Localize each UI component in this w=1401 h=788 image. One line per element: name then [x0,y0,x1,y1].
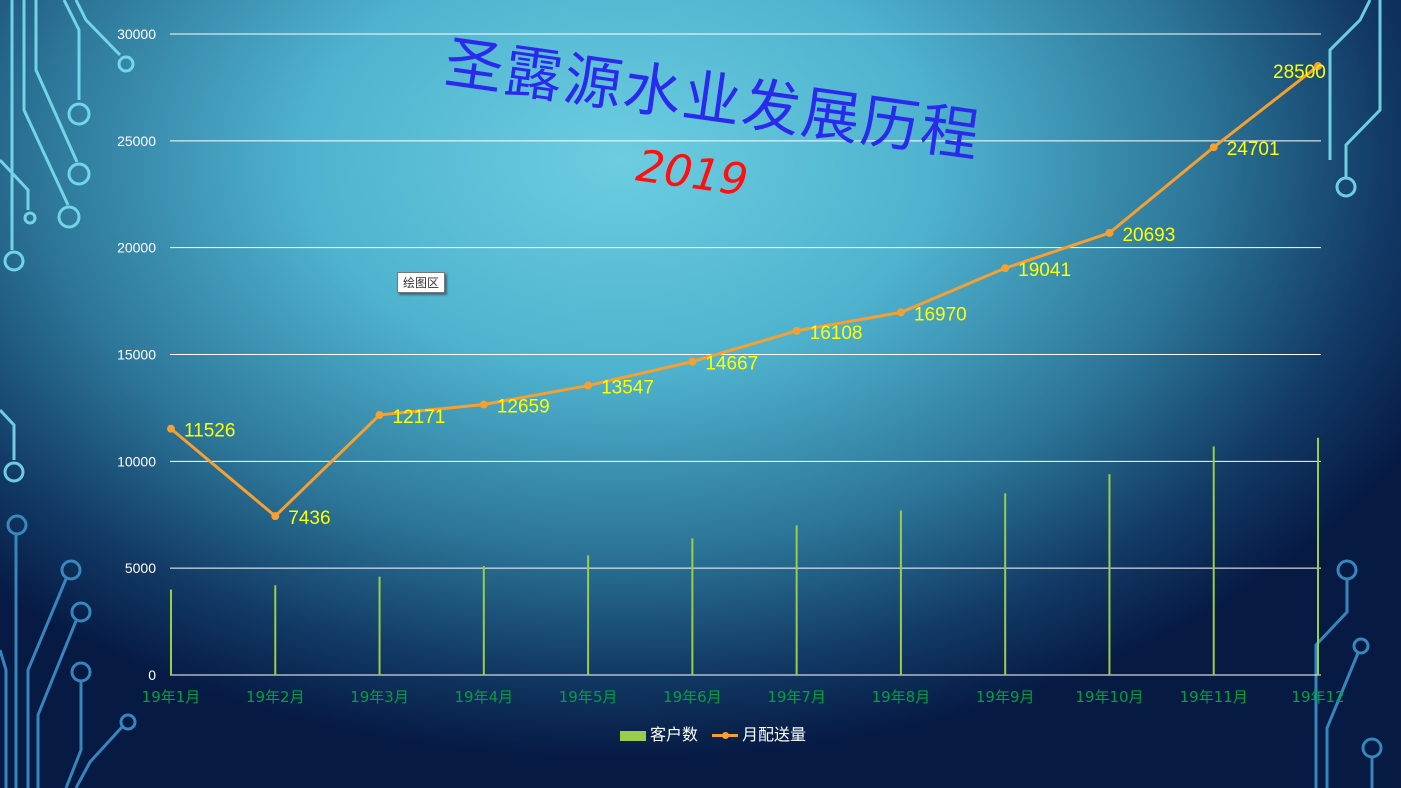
x-tick-label: 19年3月 [350,688,409,706]
y-tick-label: 25000 [117,133,156,149]
x-tick-label: 19年9月 [976,688,1035,706]
data-label: 24701 [1227,139,1280,160]
line-point [479,400,488,409]
bar [1004,493,1007,675]
x-tick-label: 19年2月 [246,688,305,706]
line-point [688,357,697,366]
line-point [167,424,175,433]
y-tick-label: 20000 [117,240,156,256]
bar [170,589,172,675]
legend-item-bar[interactable]: 客户数 [620,721,698,745]
y-tick-label: 30000 [117,26,156,42]
y-tick-label: 10000 [117,453,156,469]
line-point [1314,62,1322,71]
bar [691,538,694,675]
bar [899,510,902,675]
data-label: 12659 [497,397,550,418]
x-tick-label: 19年1月 [142,688,201,706]
line-point [584,381,593,390]
chart-legend[interactable]: 客户数 月配送量 [620,721,806,745]
y-tick-label: 0 [148,667,156,683]
x-tick-label: 19年6月 [663,688,722,706]
data-label: 13547 [601,378,654,399]
line-point [1001,264,1010,273]
line-point [1105,228,1114,237]
line-point [271,512,280,521]
x-tick-label: 19年8月 [872,688,931,706]
data-label: 7436 [288,508,330,529]
line-point [896,308,905,317]
bar [1108,474,1111,675]
bar [1317,437,1319,675]
legend-item-line[interactable]: 月配送量 [712,721,806,745]
bar [587,555,590,675]
legend-label: 客户数 [650,725,699,744]
bar [378,576,381,675]
legend-line-swatch [712,732,739,739]
line-point [792,326,801,335]
data-label: 16970 [914,304,967,325]
x-tick-label: 19年11月 [1180,688,1248,706]
plot-area-tooltip: 绘图区 [397,272,446,293]
x-tick-label: 19年4月 [454,688,513,706]
data-label: 20693 [1122,225,1175,246]
legend-bar-swatch [620,730,646,741]
data-label: 16108 [810,323,863,344]
line-point [375,410,384,419]
x-tick-label: 19年7月 [767,688,826,706]
series-line [170,64,1319,519]
line-point [1209,143,1218,152]
data-label: 14667 [705,354,758,375]
data-label: 11526 [184,421,235,442]
bar [482,566,485,675]
data-label: 28500 [1273,62,1326,83]
bar [795,525,798,675]
x-tick-label: 19年5月 [559,688,618,706]
legend-label: 月配送量 [742,725,807,744]
data-label: 19041 [1018,260,1071,281]
data-label: 12171 [393,407,446,428]
x-tick-label: 19年10月 [1075,688,1143,706]
y-tick-label: 5000 [125,560,156,576]
bar [274,585,277,675]
bar [1212,446,1215,675]
x-tick-label: 19年12 [1291,688,1344,706]
y-tick-label: 15000 [117,347,156,363]
